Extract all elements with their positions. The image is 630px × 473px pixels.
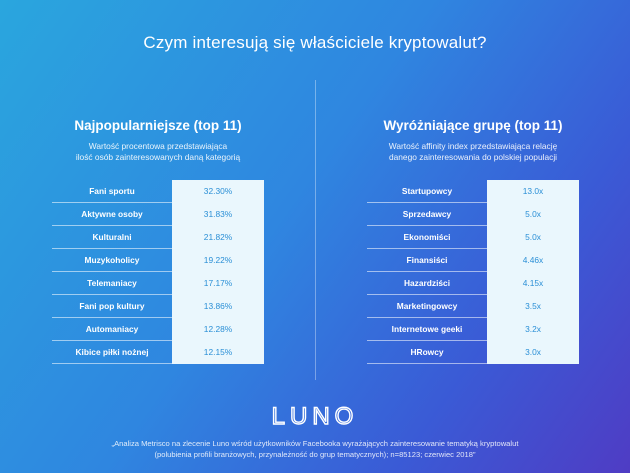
table-row: Internetowe geeki 3.2x (367, 318, 579, 341)
table-row: Sprzedawcy 5.0x (367, 203, 579, 226)
luno-logo: LUNO (271, 402, 359, 430)
row-value: 4.46x (487, 249, 579, 272)
row-value: 19.22% (172, 249, 264, 272)
table-row: Kulturalni 21.82% (52, 226, 264, 249)
luno-logo-text: LUNO (272, 403, 359, 430)
row-value: 32.30% (172, 180, 264, 203)
table-row: Automaniacy 12.28% (52, 318, 264, 341)
row-label: Fani pop kultury (79, 301, 145, 311)
table-row: Finansiści 4.46x (367, 249, 579, 272)
row-value: 5.0x (487, 226, 579, 249)
table-row: Kibice piłki nożnej 12.15% (52, 341, 264, 364)
center-divider (315, 80, 316, 380)
panel-distinctive-subtitle-line2: danego zainteresowania do polskiej popul… (388, 152, 558, 162)
footnote-line2: (polubienia profili branżowych, przynale… (154, 450, 476, 459)
table-row: Marketingowcy 3.5x (367, 295, 579, 318)
row-label: Hazardziści (403, 278, 451, 288)
row-label: Startupowcy (401, 186, 453, 196)
row-value: 3.0x (487, 341, 579, 364)
table-row: Startupowcy 13.0x (367, 180, 579, 203)
row-label: HRowcy (410, 347, 444, 357)
row-label: Muzykoholicy (84, 255, 140, 265)
row-value: 13.0x (487, 180, 579, 203)
panel-popular-subtitle-line1: Wartość procentowa przedstawiająca (88, 141, 228, 151)
row-value: 17.17% (172, 272, 264, 295)
row-label: Finansiści (406, 255, 448, 265)
row-label: Kibice piłki nożnej (75, 347, 149, 357)
panel-popular-subtitle-line2: ilość osób zainteresowanych daną kategor… (75, 152, 241, 162)
table-row: Aktywne osoby 31.83% (52, 203, 264, 226)
table-row: Hazardziści 4.15x (367, 272, 579, 295)
table-row: Muzykoholicy 19.22% (52, 249, 264, 272)
row-value: 5.0x (487, 203, 579, 226)
table-row: Fani pop kultury 13.86% (52, 295, 264, 318)
panel-distinctive-title: Wyróżniające grupę (top 11) (383, 118, 563, 133)
row-label: Telemaniacy (87, 278, 137, 288)
panel-popular-title: Najpopularniejsze (top 11) (74, 118, 242, 133)
panel-distinctive-subtitle-line1: Wartość affinity index przedstawiająca r… (388, 141, 558, 151)
panel-popular-subtitle: Wartość procentowa przedstawiająca ilość… (52, 141, 264, 177)
panel-distinctive-subtitle: Wartość affinity index przedstawiająca r… (367, 141, 579, 177)
row-label: Kulturalni (92, 232, 132, 242)
table-row: Telemaniacy 17.17% (52, 272, 264, 295)
row-label: Sprzedawcy (402, 209, 452, 219)
table-row: Ekonomiści 5.0x (367, 226, 579, 249)
panel-popular-table: Fani sportu 32.30% Aktywne osoby 31.83% Kult… (52, 180, 264, 364)
row-value: 3.5x (487, 295, 579, 318)
row-label: Ekonomiści (403, 232, 451, 242)
table-row: Fani sportu 32.30% (52, 180, 264, 203)
page-title: Czym interesują się właściciele kryptowa… (143, 33, 487, 52)
row-label: Aktywne osoby (81, 209, 143, 219)
row-value: 13.86% (172, 295, 264, 318)
row-value: 3.2x (487, 318, 579, 341)
row-value: 4.15x (487, 272, 579, 295)
footnote: „Analiza Metrisco na zlecenie Luno wśród… (20, 438, 610, 460)
row-value: 12.15% (172, 341, 264, 364)
table-row: HRowcy 3.0x (367, 341, 579, 364)
footnote-line1: „Analiza Metrisco na zlecenie Luno wśród… (111, 439, 519, 448)
row-value: 31.83% (172, 203, 264, 226)
row-label: Marketingowcy (396, 301, 458, 311)
row-label: Internetowe geeki (391, 324, 463, 334)
row-label: Automaniacy (85, 324, 139, 334)
panel-distinctive-table: Startupowcy 13.0x Sprzedawcy 5.0x Ekonomiści… (367, 180, 579, 364)
panel-distinctive: Wyróżniające grupę (top 11) Wartość affi… (367, 118, 579, 364)
row-label: Fani sportu (89, 186, 135, 196)
row-value: 12.28% (172, 318, 264, 341)
row-value: 21.82% (172, 226, 264, 249)
panel-popular: Najpopularniejsze (top 11) Wartość proce… (52, 118, 264, 364)
